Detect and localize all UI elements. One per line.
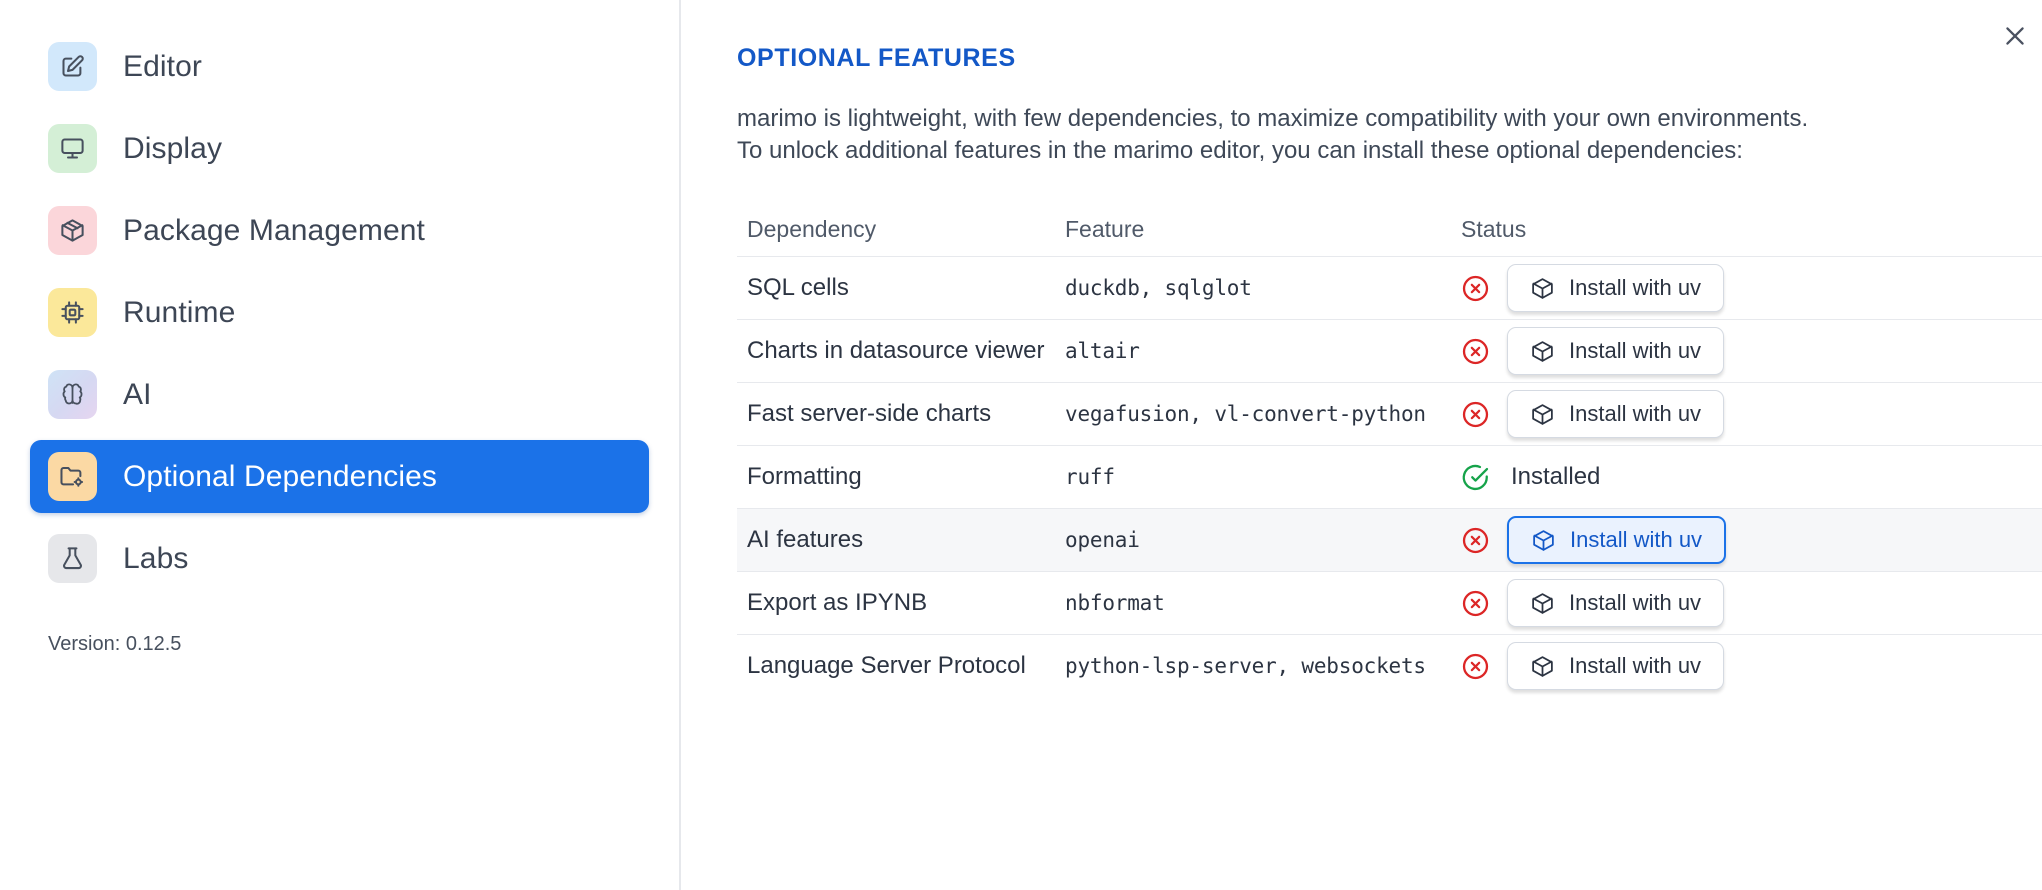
cell-dependency: Language Server Protocol	[747, 652, 1026, 680]
optional-dependencies-panel: OPTIONAL FEATURES marimo is lightweight,…	[681, 0, 2042, 890]
cell-feature: ruff	[1065, 465, 1115, 490]
column-header-status: Status	[1461, 215, 1527, 242]
status-installed-label: Installed	[1511, 463, 1601, 491]
cell-feature: duckdb, sqlglot	[1065, 276, 1252, 301]
circle-x-icon	[1461, 274, 1490, 303]
install-with-uv-button[interactable]: Install with uv	[1507, 579, 1725, 628]
optional-dependencies-table: Dependency Feature Status SQL cells duckd…	[737, 202, 2042, 697]
version-label: Version: 0.12.5	[48, 633, 182, 655]
settings-sidebar: Editor Display Package Management Runtime AI…	[0, 0, 681, 890]
cube-icon	[1530, 276, 1555, 301]
circle-x-icon	[1461, 652, 1490, 681]
sidebar-nav-list: Editor Display Package Management Runtime AI…	[0, 30, 679, 595]
table-header-row: Dependency Feature Status	[737, 202, 2042, 256]
cell-dependency: AI features	[747, 526, 864, 554]
table-row: Language Server Protocol python-lsp-serve…	[737, 634, 2042, 697]
panel-description: marimo is lightweight, with few dependen…	[737, 103, 2017, 166]
sidebar-item-label: Optional Dependencies	[123, 459, 437, 493]
cell-status: Install with uv	[1461, 516, 2042, 565]
close-dialog-button[interactable]	[1995, 18, 2035, 58]
install-button-label: Install with uv	[1569, 653, 1702, 679]
cell-status: Install with uv	[1461, 642, 2042, 691]
cube-icon	[1530, 339, 1555, 364]
sidebar-item-labs[interactable]: Labs	[30, 522, 649, 595]
circle-x-icon	[1461, 337, 1490, 366]
column-header-dependency: Dependency	[747, 215, 877, 242]
circle-x-icon	[1461, 526, 1490, 555]
install-button-label: Install with uv	[1570, 527, 1703, 553]
table-row: Charts in datasource viewer altair Install…	[737, 319, 2042, 382]
monitor-icon	[48, 124, 97, 173]
install-button-label: Install with uv	[1569, 338, 1702, 364]
table-row: Export as IPYNB nbformat Install with uv	[737, 571, 2042, 634]
page-title: OPTIONAL FEATURES	[737, 44, 1016, 72]
sidebar-item-package-management[interactable]: Package Management	[30, 194, 649, 267]
sidebar-item-editor[interactable]: Editor	[30, 30, 649, 103]
install-button-label: Install with uv	[1569, 401, 1702, 427]
table-row: Fast server-side charts vegafusion, vl-co…	[737, 382, 2042, 445]
cell-dependency: Export as IPYNB	[747, 589, 928, 617]
cell-status: Installed	[1461, 463, 2042, 492]
table-row: Formatting ruff Installed	[737, 445, 2042, 508]
cpu-chip-icon	[48, 288, 97, 337]
brain-icon	[48, 370, 97, 419]
cell-status: Install with uv	[1461, 327, 2042, 376]
package-icon	[48, 206, 97, 255]
description-line-2: To unlock additional features in the mar…	[737, 136, 1743, 164]
folder-cog-icon	[48, 452, 97, 501]
cell-status: Install with uv	[1461, 390, 2042, 439]
cube-icon	[1530, 591, 1555, 616]
install-with-uv-button[interactable]: Install with uv	[1507, 264, 1725, 313]
sidebar-item-runtime[interactable]: Runtime	[30, 276, 649, 349]
install-button-label: Install with uv	[1569, 590, 1702, 616]
cell-feature: vegafusion, vl-convert-python	[1065, 402, 1426, 427]
column-header-feature: Feature	[1065, 215, 1145, 242]
cell-feature: altair	[1065, 339, 1140, 364]
cell-feature: openai	[1065, 528, 1140, 553]
install-button-label: Install with uv	[1569, 275, 1702, 301]
install-with-uv-button[interactable]: Install with uv	[1507, 327, 1725, 376]
sidebar-item-optional-dependencies[interactable]: Optional Dependencies	[30, 440, 649, 513]
cell-dependency: SQL cells	[747, 274, 849, 302]
cell-status: Install with uv	[1461, 579, 2042, 628]
table-row: SQL cells duckdb, sqlglot Install with uv	[737, 256, 2042, 319]
circle-check-icon	[1461, 463, 1490, 492]
cube-icon	[1530, 402, 1555, 427]
circle-x-icon	[1461, 589, 1490, 618]
table-body: SQL cells duckdb, sqlglot Install with uv C…	[737, 256, 2042, 697]
install-with-uv-button[interactable]: Install with uv	[1507, 390, 1725, 439]
cell-feature: nbformat	[1065, 591, 1165, 616]
sidebar-item-label: Display	[123, 131, 223, 165]
sidebar-item-label: Runtime	[123, 295, 236, 329]
cell-dependency: Charts in datasource viewer	[747, 337, 1045, 365]
sidebar-item-ai[interactable]: AI	[30, 358, 649, 431]
sidebar-item-label: Editor	[123, 49, 202, 83]
cell-feature: python-lsp-server, websockets	[1065, 654, 1426, 679]
flask-icon	[48, 534, 97, 583]
cube-icon	[1530, 654, 1555, 679]
sidebar-item-label: AI	[123, 377, 152, 411]
sidebar-item-display[interactable]: Display	[30, 112, 649, 185]
cell-dependency: Formatting	[747, 463, 862, 491]
sidebar-item-label: Package Management	[123, 213, 425, 247]
sidebar-item-label: Labs	[123, 541, 189, 575]
cell-status: Install with uv	[1461, 264, 2042, 313]
install-with-uv-button[interactable]: Install with uv	[1507, 642, 1725, 691]
circle-x-icon	[1461, 400, 1490, 429]
cube-icon	[1531, 528, 1556, 553]
cell-dependency: Fast server-side charts	[747, 400, 992, 428]
close-icon	[2002, 23, 2028, 54]
install-with-uv-button[interactable]: Install with uv	[1507, 516, 1727, 565]
description-line-1: marimo is lightweight, with few dependen…	[737, 105, 1809, 132]
table-row: AI features openai Install with uv	[737, 508, 2042, 572]
pen-square-icon	[48, 42, 97, 91]
